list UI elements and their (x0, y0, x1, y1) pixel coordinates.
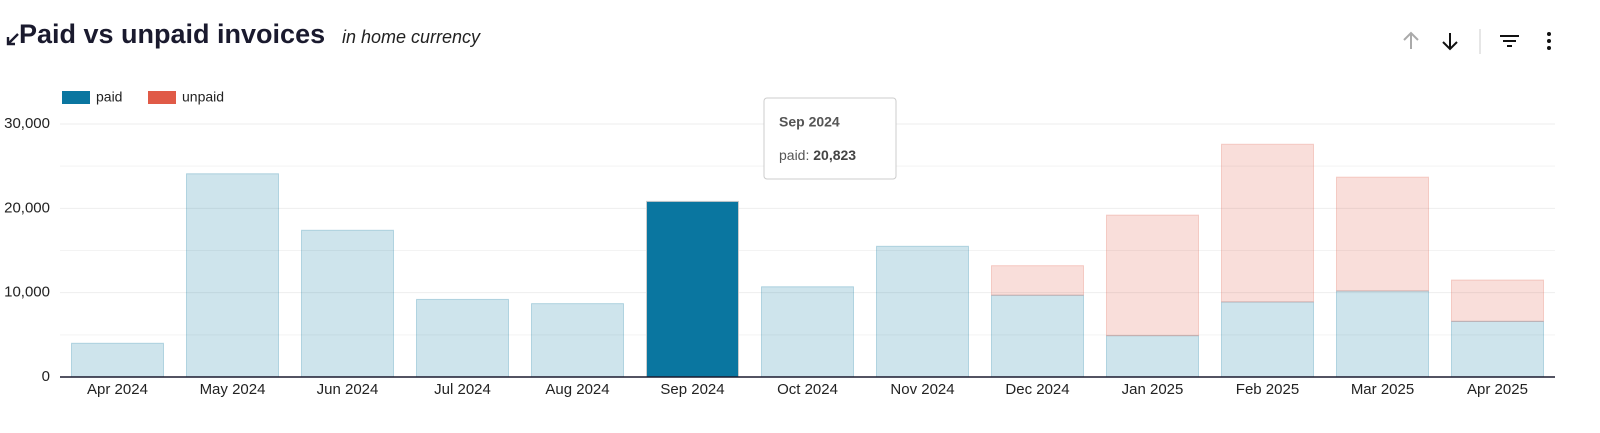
x-tick-label: Jul 2024 (434, 381, 491, 398)
bar-unpaid (1451, 279, 1544, 322)
more-icon[interactable] (1547, 32, 1551, 50)
bar-paid (416, 298, 509, 378)
bar-unpaid (1106, 214, 1199, 337)
legend-label: unpaid (182, 89, 224, 105)
sort-up-icon[interactable] (1403, 31, 1419, 49)
bar-paid (531, 303, 624, 378)
bar-unpaid (1336, 176, 1429, 292)
y-tick-label: 30,000 (4, 115, 50, 132)
bar-paid (646, 200, 739, 378)
x-tick-label: May 2024 (200, 381, 266, 398)
x-tick-label: Jun 2024 (317, 381, 379, 398)
bar-paid (991, 294, 1084, 378)
plot: 0 10,000 20,000 30,000 paid unpaid Apr 2024 May… (4, 89, 1555, 398)
legend-label: paid (96, 89, 122, 105)
bar-paid (301, 229, 394, 378)
chart-title: Paid vs unpaid invoices (19, 19, 325, 49)
x-tick-label: Aug 2024 (545, 381, 609, 398)
x-tick-label: Apr 2025 (1467, 381, 1528, 398)
bar-paid (761, 286, 854, 378)
y-tick-label: 20,000 (4, 199, 50, 216)
legend-swatch (62, 91, 90, 104)
x-tick-label: Oct 2024 (777, 381, 838, 398)
x-tick-label: Mar 2025 (1351, 381, 1414, 398)
tooltip-box (763, 97, 897, 180)
bar-paid (1451, 320, 1544, 378)
x-tick-label: Nov 2024 (890, 381, 954, 398)
x-tick-label: Apr 2024 (87, 381, 148, 398)
x-tick-label: Dec 2024 (1005, 381, 1069, 398)
bar-paid (1221, 301, 1314, 378)
x-tick-label: Feb 2025 (1236, 381, 1299, 398)
legend-swatch (148, 91, 176, 104)
bar-paid (1106, 335, 1199, 378)
sort-down-icon[interactable] (1442, 33, 1458, 51)
x-tick-label: Jan 2025 (1122, 381, 1184, 398)
x-tick-label: Sep 2024 (660, 381, 724, 398)
expand-icon[interactable] (6, 33, 19, 46)
bar-paid (71, 342, 164, 378)
chart-subtitle: in home currency (342, 27, 481, 47)
y-tick-label: 0 (42, 368, 50, 385)
bar-paid (876, 245, 969, 378)
bar-unpaid (1221, 143, 1314, 303)
bar-paid (186, 173, 279, 378)
tooltip-value: 20,823 (813, 147, 856, 163)
bar-unpaid (991, 265, 1084, 296)
tooltip-text: paid: 20,823 (779, 147, 856, 163)
tooltip-title: Sep 2024 (779, 114, 840, 130)
tooltip: Sep 2024 paid: 20,823 (763, 97, 897, 180)
tooltip-label: paid: (779, 147, 809, 163)
filter-icon[interactable] (1500, 35, 1519, 47)
y-tick-label: 10,000 (4, 284, 50, 301)
bar-paid (1336, 290, 1429, 378)
